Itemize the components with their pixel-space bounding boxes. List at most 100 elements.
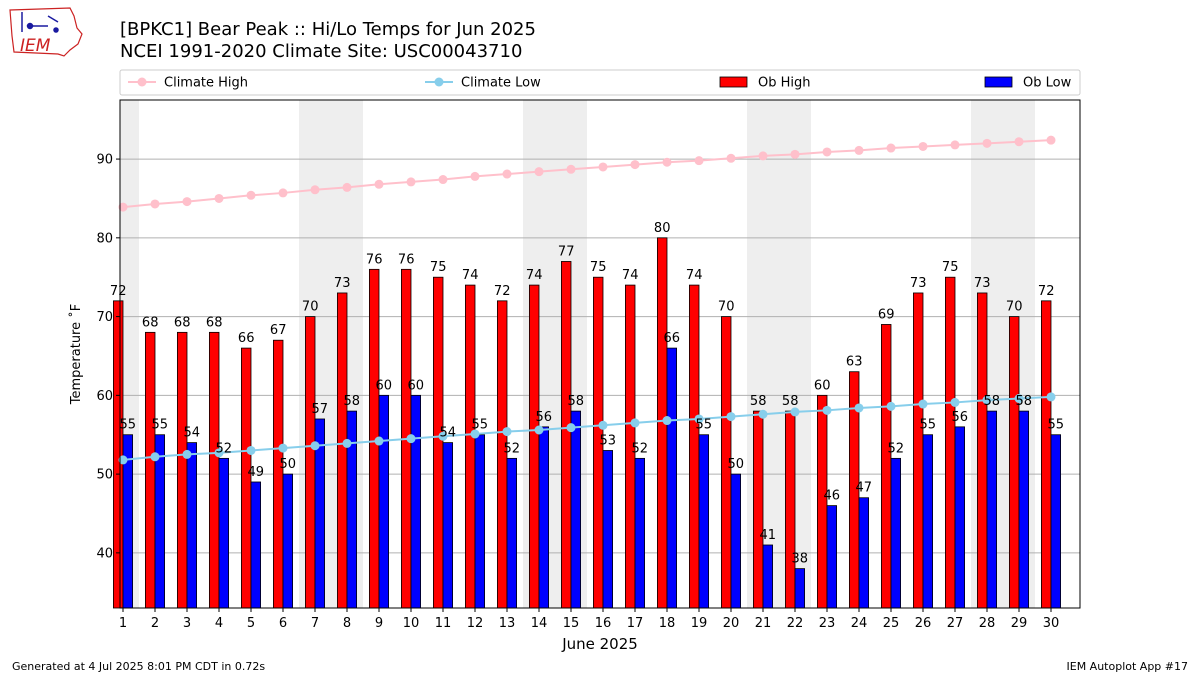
x-tick-label-19: 19 (691, 616, 708, 631)
ob-low-bar-11 (442, 442, 454, 609)
ob-high-bar-8 (336, 292, 348, 609)
climate-high-point-24 (854, 145, 864, 155)
ob-low-label-7: 57 (312, 402, 329, 417)
climate-low-point-27 (950, 397, 960, 407)
weather-station-icon (21, 12, 59, 33)
climate-high-point-2 (150, 199, 160, 209)
ob-high-bar-14 (529, 284, 540, 609)
x-tick-label-4: 4 (215, 616, 223, 631)
ob-low-bar-9 (378, 394, 390, 609)
ob-high-label-15: 77 (558, 244, 575, 259)
climate-low-point-26 (918, 399, 928, 409)
climate-low-point-2 (150, 452, 160, 462)
y-tick-label-60: 60 (96, 389, 113, 404)
climate-low-point-17 (630, 418, 640, 428)
climate-high-point-10 (406, 177, 416, 187)
y-tick-label-40: 40 (96, 546, 113, 561)
ob-low-label-5: 49 (248, 465, 265, 480)
ob-high-bar-1 (113, 300, 124, 609)
x-tick-label-25: 25 (883, 616, 900, 631)
ob-high-bar-3 (176, 331, 188, 609)
ob-low-bar-14 (538, 426, 550, 609)
climate-high-point-8 (342, 182, 352, 192)
ob-low-bar-30 (1050, 434, 1062, 609)
climate-high-point-20 (726, 153, 736, 163)
x-tick-label-13: 13 (499, 616, 516, 631)
climate-low-point-21 (758, 409, 768, 419)
climate-low-point-29 (1014, 393, 1024, 403)
ob-high-label-27: 75 (942, 260, 959, 275)
climate-high-point-13 (502, 169, 512, 179)
ob-low-bar-4 (218, 457, 230, 609)
ob-high-bar-26 (913, 292, 924, 609)
x-tick-label-1: 1 (119, 616, 127, 631)
climate-low-point-13 (502, 427, 512, 437)
x-axis-label: June 2025 (561, 635, 638, 653)
ob-high-bar-19 (689, 284, 700, 609)
ob-high-label-20: 70 (718, 300, 735, 315)
ob-high-label-24: 63 (846, 355, 863, 370)
climate-high-point-1 (118, 202, 128, 212)
x-tick-label-28: 28 (979, 616, 996, 631)
ob-high-bar-28 (977, 292, 988, 609)
x-tick-label-12: 12 (467, 616, 484, 631)
climate-low-point-14 (534, 425, 544, 435)
x-tick-label-29: 29 (1011, 616, 1028, 631)
ob-low-label-16: 53 (600, 433, 617, 448)
climate-low-point-18 (662, 416, 672, 426)
ob-low-bar-10 (410, 394, 422, 609)
bar-value-labels: 72 55 68 55 68 54 68 52 66 49 67 50 70 57 73 58 76 60 76 60… (110, 221, 1064, 567)
climate-low-point-3 (182, 449, 192, 459)
ob-low-bar-3 (186, 442, 198, 609)
chart-title-line1: [BPKC1] Bear Peak :: Hi/Lo Temps for Jun… (120, 19, 536, 40)
ob-low-bar-27 (954, 426, 966, 609)
ob-high-label-12: 74 (462, 268, 479, 283)
chart-title-line2: NCEI 1991-2020 Climate Site: USC00043710 (120, 41, 522, 62)
ob-high-label-19: 74 (686, 268, 703, 283)
ob-high-bar-7 (304, 316, 316, 609)
ob-high-label-18: 80 (654, 221, 671, 236)
ob-low-label-13: 52 (504, 441, 521, 456)
ob-low-bar-25 (890, 457, 902, 609)
ob-low-bar-26 (922, 434, 934, 609)
ob-high-label-25: 69 (878, 307, 895, 322)
ob-low-label-23: 46 (824, 489, 841, 504)
iowa-outline-icon (9, 7, 83, 57)
legend-item-climate-low: Climate Low (425, 76, 541, 91)
legend-item-ob-high: Ob High (719, 76, 811, 91)
ob-low-label-20: 50 (728, 457, 745, 472)
ob-low-bar-22 (794, 568, 806, 609)
climate-high-point-9 (374, 179, 384, 189)
x-axis-ticks: 1 2 3 4 5 6 7 8 9 10 11 12 13 14 15 16 17 18 19 20 21 22 23 24 2… (119, 608, 1059, 631)
ob-low-label-21: 41 (760, 528, 777, 543)
climate-low-point-1 (118, 455, 128, 465)
climate-high-point-3 (182, 197, 192, 207)
climate-high-point-22 (790, 149, 800, 159)
ob-low-bar-19 (698, 434, 710, 609)
ob-low-label-8: 58 (344, 394, 361, 409)
climate-high-point-4 (214, 193, 224, 203)
ob-low-bar-18 (666, 347, 678, 609)
plot-frame (119, 99, 1081, 609)
climate-high-point-25 (886, 143, 896, 153)
ob-high-label-28: 73 (974, 276, 991, 291)
climate-low-point-24 (854, 403, 864, 413)
ob-high-bar-2 (144, 331, 156, 609)
ob-low-label-3: 54 (184, 426, 201, 441)
climate-high-point-29 (1014, 137, 1024, 147)
ob-high-label-4: 68 (206, 315, 223, 330)
ob-low-label-19: 55 (696, 418, 713, 433)
x-tick-label-7: 7 (311, 616, 319, 631)
ob-high-label-3: 68 (174, 315, 191, 330)
ob-high-label-17: 74 (622, 268, 639, 283)
ob-high-label-7: 70 (302, 300, 319, 315)
ob-low-bar-21 (762, 544, 774, 609)
ob-low-bar-13 (506, 457, 518, 609)
ob-low-label-25: 52 (888, 441, 905, 456)
climate-low-point-16 (598, 420, 608, 430)
x-tick-label-20: 20 (723, 616, 740, 631)
ob-low-label-30: 55 (1048, 418, 1065, 433)
ob-low-bar-15 (570, 410, 582, 609)
climate-high-line (122, 139, 1052, 209)
x-tick-label-22: 22 (787, 616, 804, 631)
